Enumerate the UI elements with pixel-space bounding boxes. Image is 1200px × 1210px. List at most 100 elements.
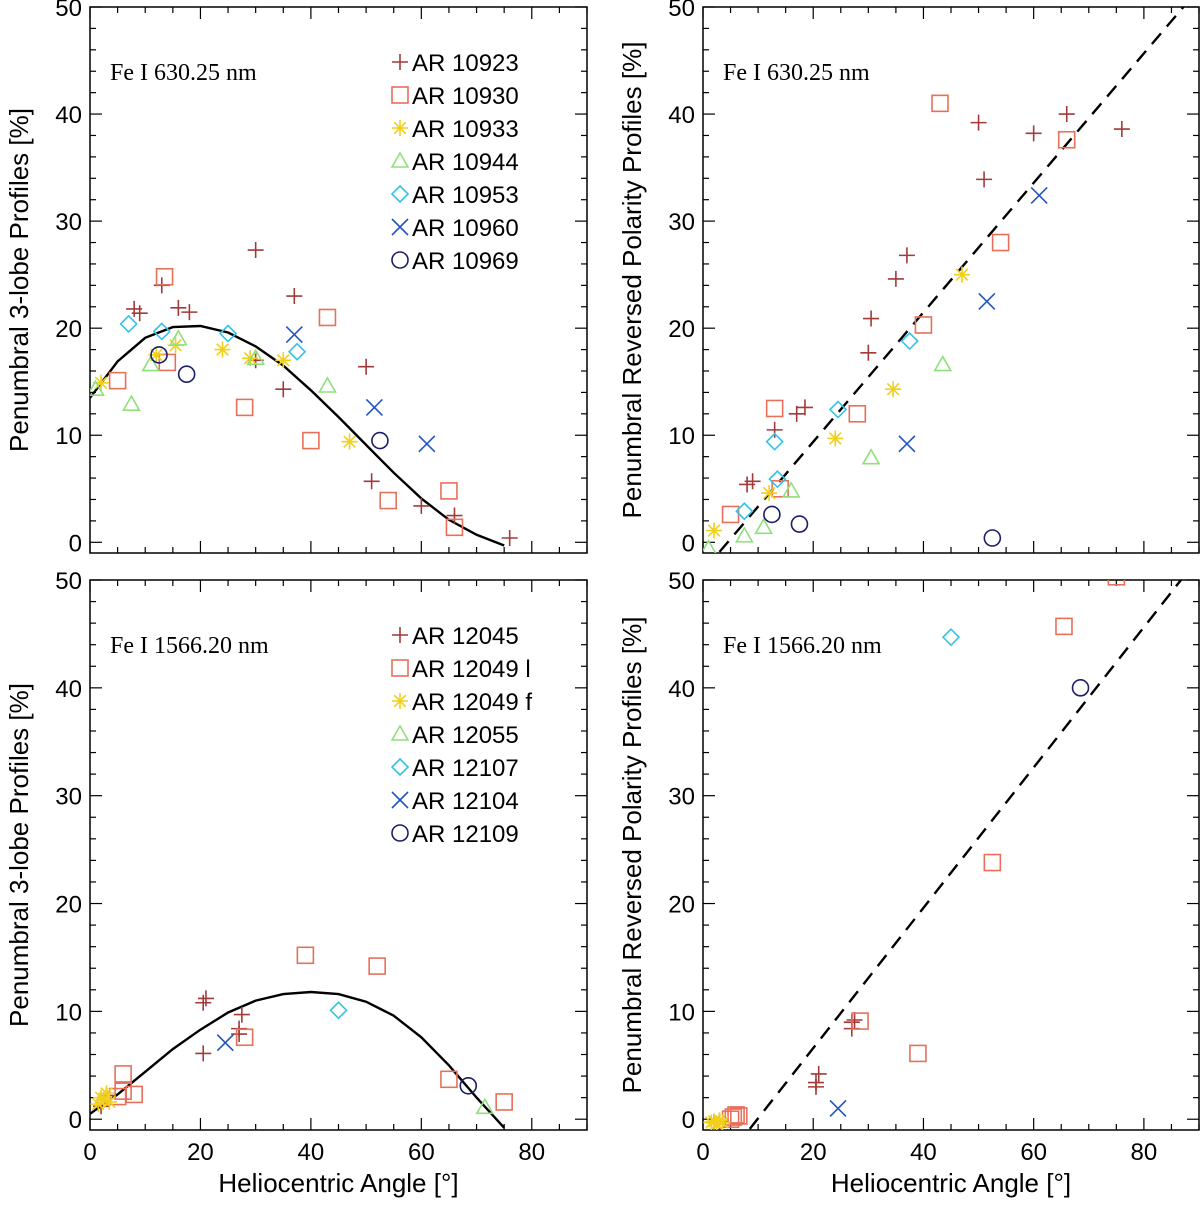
data-point-square — [721, 505, 740, 524]
data-point-square — [114, 1065, 132, 1083]
y-tick-label: 40 — [668, 102, 695, 129]
data-point-plus — [195, 1045, 212, 1062]
x-axis-label: Heliocentric Angle [°] — [218, 1168, 458, 1198]
y-tick-label: 0 — [69, 530, 82, 557]
data-point-x — [898, 435, 916, 453]
data-point-square — [440, 482, 458, 500]
series-ar-10953 — [119, 314, 307, 361]
legend-marker-star — [392, 120, 408, 136]
data-point-square — [931, 94, 949, 113]
data-point-star — [827, 430, 844, 447]
data-point-plus — [1058, 106, 1075, 123]
data-point-square — [114, 1082, 132, 1100]
data-point-triangle — [168, 329, 188, 346]
legend-marker-star — [392, 693, 408, 709]
data-point-diamond — [900, 331, 919, 351]
legend-marker-diamond — [390, 184, 410, 204]
data-point-circle — [177, 365, 196, 384]
data-point-square — [991, 233, 1010, 252]
series-ar-10923 — [739, 106, 1130, 493]
data-point-plus — [887, 270, 904, 287]
data-point-triangle — [754, 517, 774, 535]
panel-p3: 0 10 20 30 40 50 0 20 40 60 80 Penumbral 3-lobe Pro… — [4, 568, 588, 1198]
y-axis-label: Penumbral Reversed Polarity Profiles [%] — [617, 617, 647, 1094]
panel-p4: 0 10 20 30 40 50 0 20 40 60 80 Penumbral Reversed P… — [617, 568, 1200, 1198]
series-ar-12049-f — [90, 1085, 118, 1113]
x-tick-label: 80 — [518, 1139, 545, 1166]
data-point-plus — [197, 990, 214, 1007]
legend-entry: AR 10969 — [412, 248, 519, 275]
data-point-star — [98, 1085, 115, 1102]
data-point-plus — [233, 1006, 250, 1023]
data-point-triangle — [246, 348, 266, 365]
data-point-square — [1107, 580, 1126, 586]
data-point-diamond — [119, 314, 138, 334]
data-point-plus — [170, 299, 187, 316]
data-point-star — [148, 346, 165, 363]
data-point-diamond — [152, 322, 171, 341]
series-ar-12107 — [329, 1001, 348, 1020]
data-point-star — [954, 266, 971, 283]
data-point-x — [978, 292, 996, 310]
series-ar-10969 — [150, 346, 389, 450]
data-point-star — [101, 1093, 118, 1110]
data-point-circle — [790, 515, 809, 533]
data-point-triangle — [703, 539, 717, 553]
y-tick-label: 20 — [668, 316, 695, 343]
panel-annotation: Fe I 630.25 nm — [110, 60, 257, 86]
y-tick-label: 0 — [69, 1107, 82, 1134]
data-point-square — [302, 431, 320, 450]
series-ar-10960 — [285, 326, 436, 453]
data-point-square — [235, 1028, 254, 1047]
data-point-diamond — [941, 628, 961, 647]
legend-entry: AR 12045 — [412, 623, 519, 650]
series-ar-12049-l — [721, 580, 1126, 1129]
x-tick-label: 0 — [83, 1139, 96, 1166]
data-point-circle — [983, 529, 1002, 547]
data-point-diamond — [329, 1001, 348, 1020]
data-point-square — [851, 1012, 869, 1030]
y-tick-label: 0 — [682, 1107, 695, 1134]
data-point-plus — [766, 421, 783, 438]
data-point-plus — [195, 994, 212, 1011]
x-tick-label: 20 — [187, 1139, 214, 1166]
data-point-x — [365, 398, 383, 416]
y-tick-label: 50 — [55, 568, 82, 595]
data-point-triangle — [781, 481, 801, 498]
data-point-square — [730, 1107, 748, 1125]
data-point-plus — [131, 305, 148, 322]
data-point-square — [914, 316, 933, 334]
x-tick-label: 40 — [910, 1139, 937, 1166]
panel-annotation: Fe I 1566.20 nm — [110, 633, 269, 659]
panel-annotation: Fe I 630.25 nm — [723, 60, 870, 86]
data-point-plus — [501, 530, 518, 547]
data-point-plus — [976, 171, 993, 188]
data-point-plus — [413, 497, 430, 514]
data-point-x — [1030, 186, 1048, 204]
y-tick-label: 20 — [668, 892, 695, 919]
legend: AR 12045 AR 12049 l AR 12049 f AR 12055 AR 1… — [390, 623, 532, 848]
data-point-square — [848, 405, 867, 423]
x-axis-label: Heliocentric Angle [°] — [831, 1168, 1071, 1198]
data-point-square — [318, 308, 337, 327]
data-point-star — [714, 1114, 731, 1130]
series-ar-10944 — [703, 354, 953, 553]
data-point-diamond — [735, 502, 754, 521]
x-tick-label: 60 — [408, 1139, 435, 1166]
y-tick-label: 10 — [55, 423, 82, 450]
legend-entry: AR 12049 f — [412, 689, 532, 716]
y-tick-label: 40 — [668, 676, 695, 703]
series-ar-12109 — [459, 1076, 478, 1095]
data-point-plus — [358, 358, 375, 375]
data-point-diamond — [828, 400, 848, 419]
data-point-x — [418, 435, 436, 453]
y-tick-label: 30 — [55, 209, 82, 236]
legend-entry: AR 10944 — [412, 149, 519, 176]
data-point-square — [727, 1106, 745, 1124]
data-point-star — [706, 522, 723, 539]
data-point-plus — [846, 1012, 863, 1028]
legend-marker-circle — [391, 824, 409, 842]
y-tick-label: 30 — [668, 209, 695, 236]
data-point-triangle — [122, 394, 141, 411]
data-point-circle — [459, 1076, 478, 1095]
